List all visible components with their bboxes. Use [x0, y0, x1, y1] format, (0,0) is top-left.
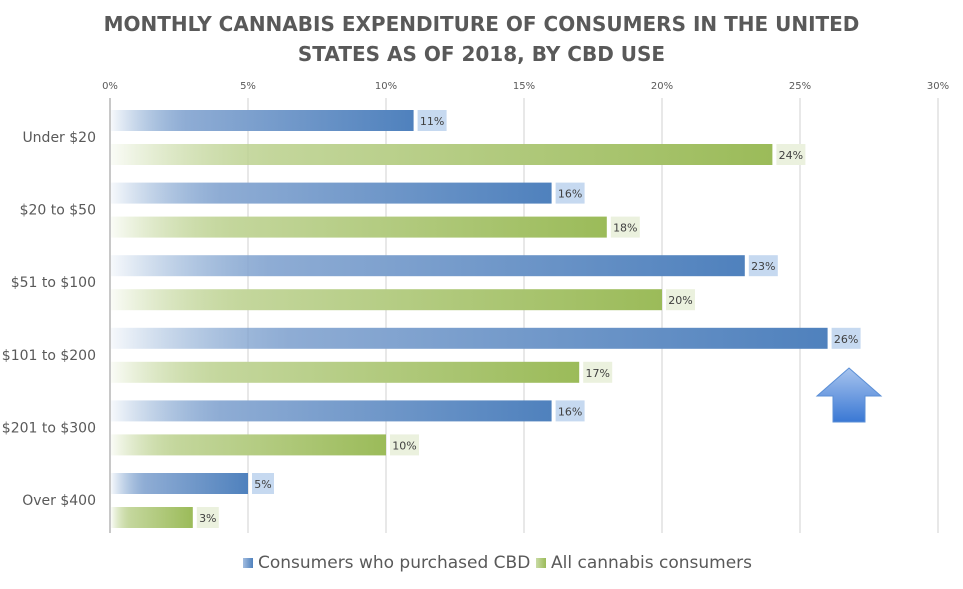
data-label-bg	[390, 434, 419, 456]
legend-item-all: All cannabis consumers	[536, 553, 752, 573]
legend-item-cbd: Consumers who purchased CBD	[243, 553, 530, 573]
data-label-bg	[748, 255, 778, 277]
x-tick-label: 0%	[102, 81, 118, 92]
legend-swatch-green	[536, 558, 546, 568]
y-category-label: Under $20	[22, 130, 96, 146]
bar-cbd	[111, 400, 552, 422]
data-label-bg	[196, 507, 219, 528]
data-label: 10%	[392, 439, 416, 452]
x-tick-label: 20%	[651, 81, 673, 92]
data-label-bg	[776, 144, 806, 165]
x-tick-label: 10%	[375, 81, 397, 92]
data-label: 18%	[613, 222, 637, 235]
data-label: 5%	[254, 478, 271, 491]
y-category-label: Over $400	[22, 493, 96, 509]
data-label-bg	[555, 182, 585, 204]
x-tick-label: 5%	[240, 81, 256, 92]
bar-cbd	[111, 110, 414, 131]
x-tick-label: 30%	[927, 81, 949, 92]
bar-all	[111, 216, 607, 238]
legend-swatch-blue	[243, 558, 253, 568]
data-label-bg	[666, 289, 695, 311]
data-label: 16%	[558, 188, 582, 201]
bar-cbd	[111, 473, 248, 494]
data-label: 26%	[834, 333, 858, 346]
bar-all	[111, 144, 773, 165]
up-arrow-icon	[815, 367, 883, 423]
x-tick-label: 15%	[513, 81, 535, 92]
legend-label-cbd: Consumers who purchased CBD	[258, 553, 531, 573]
bar-all	[111, 361, 580, 383]
chart-title-line-2: STATES AS OF 2018, BY CBD USE	[297, 42, 666, 66]
y-category-label: $201 to $300	[2, 420, 96, 436]
bar-all	[111, 507, 193, 528]
bar-cbd	[111, 182, 552, 204]
data-label: 23%	[751, 260, 775, 273]
legend-label-all: All cannabis consumers	[551, 553, 753, 573]
data-label: 3%	[199, 512, 216, 525]
data-label-bg	[831, 327, 861, 349]
bar-all	[111, 289, 662, 311]
data-label: 11%	[420, 115, 444, 128]
bar-cbd	[111, 327, 828, 349]
bar-all	[111, 434, 386, 456]
data-label-bg	[610, 216, 640, 238]
data-label: 16%	[558, 405, 582, 418]
y-category-label: $101 to $200	[2, 348, 96, 364]
y-category-label: $20 to $50	[20, 203, 96, 219]
chart-title-line-1: MONTHLY CANNABIS EXPENDITURE OF CONSUMER…	[103, 12, 860, 36]
data-label: 20%	[668, 294, 692, 307]
bar-cbd	[111, 255, 745, 277]
data-label-bg	[555, 400, 585, 422]
data-label-bg	[252, 473, 274, 494]
data-label: 17%	[585, 367, 609, 380]
y-category-label: $51 to $100	[11, 275, 96, 291]
data-label: 24%	[779, 149, 803, 162]
data-label-bg	[417, 110, 447, 131]
data-label-bg	[583, 361, 613, 383]
x-tick-label: 25%	[789, 81, 811, 92]
